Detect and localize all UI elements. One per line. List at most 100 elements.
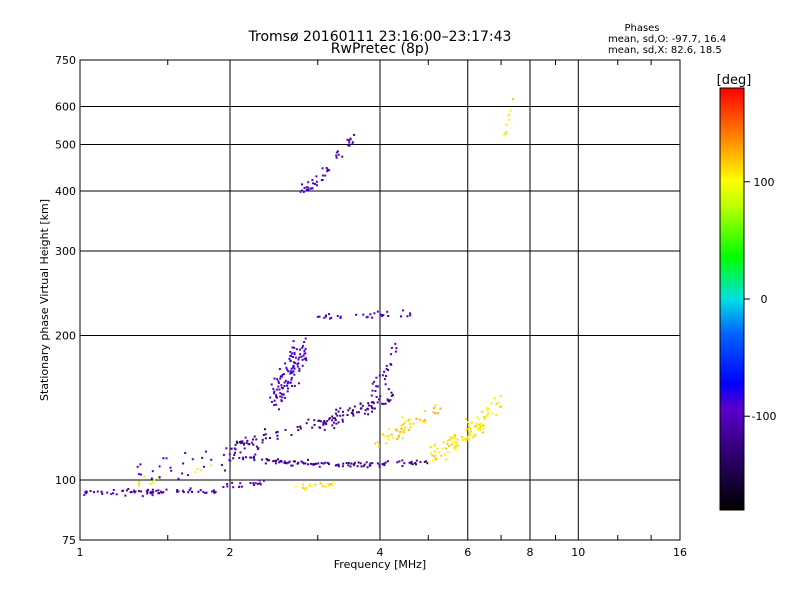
data-point [253, 459, 256, 462]
data-point [386, 435, 389, 438]
data-point [252, 438, 254, 441]
y-tick-label: 100 [55, 474, 76, 487]
data-point [194, 471, 197, 474]
data-point [275, 403, 278, 406]
data-point [358, 411, 360, 414]
data-point [298, 369, 301, 372]
data-point [303, 352, 306, 355]
data-point [303, 341, 306, 343]
data-point [276, 437, 279, 440]
data-point [443, 453, 446, 456]
data-point [222, 453, 225, 456]
data-point [466, 436, 469, 439]
data-point [319, 482, 322, 485]
data-point [299, 353, 302, 356]
data-point [408, 418, 411, 421]
data-point [296, 363, 299, 366]
data-point [467, 438, 470, 441]
data-point [287, 461, 290, 464]
data-point [373, 407, 376, 410]
data-point [226, 483, 229, 485]
data-point [324, 461, 327, 464]
data-point [485, 414, 488, 417]
data-point [258, 479, 261, 482]
data-point [409, 426, 412, 429]
data-point [383, 370, 386, 373]
data-point [474, 425, 477, 428]
data-point [264, 433, 267, 436]
data-point [199, 489, 202, 492]
data-point [269, 437, 271, 439]
data-point [456, 438, 459, 441]
data-point [504, 132, 507, 135]
data-point [262, 479, 265, 482]
data-point [281, 396, 284, 399]
data-point [254, 482, 257, 485]
y-tick-label: 600 [55, 101, 76, 114]
data-point [404, 421, 407, 424]
data-point [291, 346, 294, 349]
data-point [282, 373, 285, 376]
data-point [304, 337, 307, 340]
data-point [437, 451, 440, 453]
chart-title: Tromsø 20160111 23:16:00–23:17:43 [248, 29, 512, 45]
data-point [191, 491, 194, 493]
data-point [153, 479, 156, 482]
data-point [158, 465, 161, 468]
data-point [252, 443, 255, 446]
data-point [197, 490, 200, 493]
data-point [370, 406, 373, 409]
data-point [471, 436, 474, 439]
data-point [450, 443, 453, 446]
data-point [507, 118, 510, 121]
y-axis-label: Stationary phase Virtual Height [km] [38, 199, 51, 401]
data-point [396, 429, 399, 432]
data-point [478, 426, 481, 429]
data-point [455, 441, 458, 444]
data-point [275, 395, 278, 398]
data-point [289, 350, 292, 353]
data-point [478, 418, 481, 421]
data-point [226, 485, 229, 488]
data-point [184, 452, 187, 454]
data-point [139, 463, 142, 466]
data-point [160, 490, 162, 493]
data-point [157, 477, 160, 480]
data-point [470, 421, 473, 424]
data-point [283, 461, 286, 464]
data-point [322, 421, 325, 424]
data-point [408, 429, 411, 431]
data-point [127, 488, 130, 490]
data-point [133, 491, 136, 494]
data-point [228, 453, 231, 456]
data-point [205, 491, 208, 494]
data-point [334, 419, 337, 422]
data-point [342, 462, 345, 465]
data-point [125, 489, 128, 492]
data-point [277, 458, 279, 461]
data-point [309, 485, 312, 488]
data-point [375, 376, 378, 379]
data-point [243, 447, 246, 450]
data-point [475, 423, 478, 426]
data-point [319, 420, 322, 423]
data-point [288, 460, 291, 463]
data-point [347, 464, 350, 467]
data-point [249, 482, 252, 484]
data-point [410, 462, 413, 465]
data-point [234, 451, 236, 454]
data-point [483, 416, 485, 419]
data-point [391, 436, 394, 439]
data-point [314, 183, 316, 185]
data-point [432, 411, 435, 414]
data-point [224, 469, 226, 472]
data-point [331, 419, 334, 422]
data-point [317, 420, 320, 422]
data-point [486, 407, 489, 410]
colorbar-label: [deg] [717, 73, 752, 88]
data-point [325, 423, 328, 426]
data-point [394, 342, 397, 345]
data-point [83, 493, 86, 496]
data-point [383, 378, 386, 381]
data-point [373, 312, 376, 315]
